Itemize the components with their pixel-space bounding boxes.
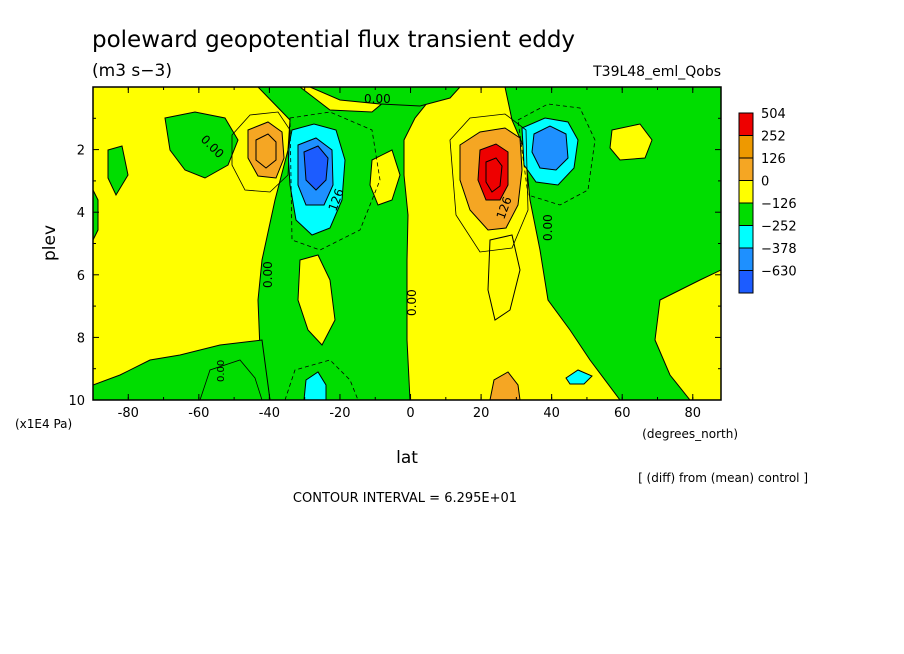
legend-label: −630 bbox=[761, 265, 797, 280]
region-negative-topband bbox=[309, 87, 461, 107]
contour-positive-nh bbox=[449, 113, 529, 253]
y-axis: 2 4 6 8 10 bbox=[68, 117, 721, 409]
legend-label: −378 bbox=[761, 242, 797, 257]
contour-bottom-dashed bbox=[284, 359, 359, 400]
contour-sh-inner bbox=[255, 133, 277, 169]
plot-area bbox=[93, 87, 721, 400]
contour-bottom-sh bbox=[199, 359, 263, 400]
x-tick-label: 20 bbox=[473, 406, 490, 421]
contour-label: 0.00 bbox=[216, 360, 227, 382]
x-axis: -80 -60 -40 -20 0 20 40 60 80 bbox=[92, 87, 702, 421]
run-label: T39L48_eml_Qobs bbox=[592, 64, 721, 80]
legend-label: −252 bbox=[761, 220, 797, 235]
comparison-note: [ (diff) from (mean) control ] bbox=[638, 471, 808, 485]
legend-label: 126 bbox=[761, 152, 786, 167]
contour-label: 0.00 bbox=[541, 214, 555, 241]
contour-positive-sh bbox=[231, 111, 291, 193]
legend-swatch bbox=[738, 157, 754, 181]
chart-title: poleward geopotential flux transient edd… bbox=[92, 27, 575, 53]
region-positive-sh-max bbox=[247, 121, 285, 179]
y-tick-label: 4 bbox=[77, 206, 85, 221]
legend-swatch bbox=[738, 180, 754, 204]
region-positive-island-1 bbox=[297, 254, 336, 346]
contour-label: 0.00 bbox=[364, 92, 391, 106]
region-negative-sh-min-core bbox=[303, 145, 329, 191]
region-positive-island-5 bbox=[487, 234, 521, 321]
x-tick-label: 80 bbox=[685, 406, 702, 421]
contour-label: 0.00 bbox=[405, 289, 419, 316]
y-axis-label: plev bbox=[40, 225, 60, 261]
legend-swatch bbox=[738, 247, 754, 271]
x-tick-label: -40 bbox=[259, 406, 280, 421]
y-tick-label: 2 bbox=[77, 144, 85, 159]
contour-negative-nh bbox=[517, 103, 596, 206]
color-legend: 504 252 126 0 −126 −252 −378 −630 bbox=[738, 107, 797, 294]
region-negative-nh-min-core bbox=[531, 125, 569, 171]
y-tick-label: 8 bbox=[77, 331, 85, 346]
region-negative-left-strip bbox=[93, 189, 99, 241]
x-tick-label: 40 bbox=[543, 406, 560, 421]
region-positive-bottom-nh bbox=[489, 371, 521, 400]
contour-interval: CONTOUR INTERVAL = 6.295E+01 bbox=[293, 491, 517, 506]
x-tick-label: 0 bbox=[406, 406, 414, 421]
legend-label: 504 bbox=[761, 107, 786, 122]
legend-swatch bbox=[738, 225, 754, 249]
legend-label: −126 bbox=[761, 197, 797, 212]
y-tick-label: 10 bbox=[68, 394, 85, 409]
y-axis-units: (x1E4 Pa) bbox=[15, 417, 72, 431]
legend-swatch bbox=[738, 112, 754, 136]
legend-swatch bbox=[738, 270, 754, 294]
region-negative-sh-sub bbox=[164, 111, 239, 179]
region-negative-sh-tip bbox=[107, 145, 129, 197]
legend-label: 0 bbox=[761, 175, 769, 190]
contour-nh-core-inner bbox=[485, 157, 503, 193]
region-negative-bottom-sh bbox=[303, 371, 327, 400]
x-tick-label: -60 bbox=[188, 406, 209, 421]
legend-swatch bbox=[738, 202, 754, 226]
contour-label: 0.00 bbox=[261, 261, 275, 288]
chart-units: (m3 s−3) bbox=[92, 61, 172, 81]
x-tick-label: -80 bbox=[118, 406, 139, 421]
region-positive-island-4 bbox=[654, 269, 721, 400]
y-tick-label: 6 bbox=[77, 269, 85, 284]
region-positive-island-3 bbox=[609, 123, 653, 161]
x-axis-label: lat bbox=[396, 448, 418, 468]
legend-label: 252 bbox=[761, 130, 786, 145]
x-tick-label: 60 bbox=[614, 406, 631, 421]
x-axis-units: (degrees_north) bbox=[642, 427, 738, 441]
region-negative-bottom-nh bbox=[565, 369, 593, 385]
x-tick-label: -20 bbox=[329, 406, 350, 421]
region-negative-sh-low bbox=[93, 339, 271, 400]
legend-swatch bbox=[738, 135, 754, 159]
contour-negative-sh bbox=[289, 111, 381, 251]
